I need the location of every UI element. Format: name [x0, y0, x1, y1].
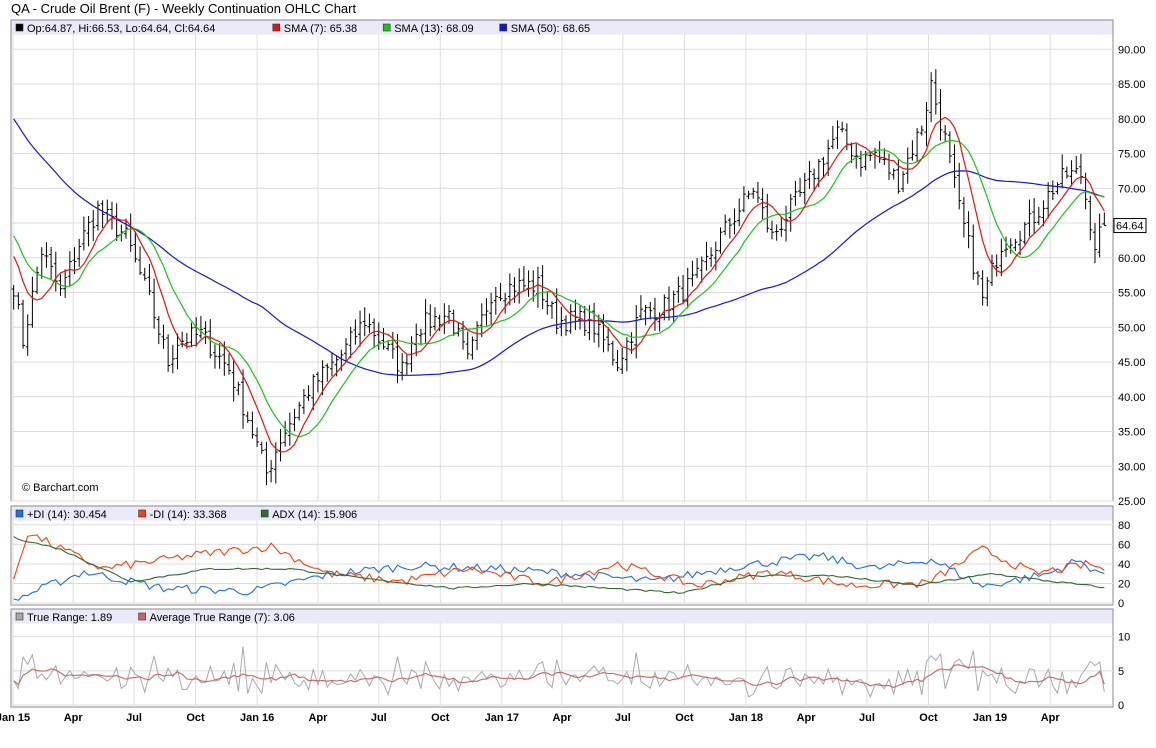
y-tick-label: 30.00 [1118, 461, 1146, 473]
y-tick-label: 20 [1118, 578, 1130, 590]
y-tick-label: 45.00 [1118, 357, 1146, 369]
x-tick-label: Jul [126, 712, 142, 724]
x-tick-label: Oct [675, 712, 694, 724]
y-tick-label: 10 [1118, 632, 1130, 644]
dmi-legend-text: ADX (14): 15.906 [272, 509, 357, 521]
dmi-legend-swatch [138, 509, 146, 518]
y-tick-label: 40.00 [1118, 392, 1146, 404]
y-tick-label: 35.00 [1118, 427, 1146, 439]
x-tick-label: Jan 18 [729, 712, 763, 724]
x-tick-label: Apr [797, 712, 817, 724]
x-tick-label: Apr [1041, 712, 1061, 724]
tr-legend-text: Average True Range (7): 3.06 [150, 612, 295, 624]
x-tick-label: Jan 15 [0, 712, 30, 724]
dmi-legend-swatch [15, 509, 24, 518]
x-tick-label: Jul [371, 712, 387, 724]
y-tick-label: 70.00 [1118, 183, 1146, 195]
last-price-label: 64.64 [1116, 221, 1144, 233]
price-legend-text: Op:64.87, Hi:66.53, Lo:64.64, Cl:64.64 [27, 23, 215, 35]
price-legend-swatch [382, 23, 391, 32]
price-legend-text: SMA (13): 68.09 [394, 23, 474, 35]
y-tick-label: 0 [1118, 700, 1124, 712]
x-tick-label: Oct [919, 712, 938, 724]
x-tick-label: Oct [186, 712, 205, 724]
dmi-legend-swatch [260, 509, 269, 518]
x-tick-label: Jan 17 [485, 712, 519, 724]
tr-legend-swatch [138, 612, 146, 621]
sma50-line [13, 118, 1105, 376]
y-tick-label: 50.00 [1118, 322, 1146, 334]
y-tick-label: 60.00 [1118, 253, 1146, 265]
tr-legend-text: True Range: 1.89 [27, 612, 112, 624]
plus-di-line [13, 552, 1105, 601]
price-panel-legend-bar [11, 20, 1113, 35]
x-tick-label: Jul [615, 712, 631, 724]
y-tick-label: 75.00 [1118, 149, 1146, 161]
x-tick-label: Jan 19 [973, 712, 1007, 724]
x-tick-label: Apr [308, 712, 328, 724]
price-legend-swatch [499, 23, 508, 32]
dmi-legend-text: -DI (14): 33.368 [150, 509, 227, 521]
x-tick-label: Jul [859, 712, 875, 724]
y-tick-label: 25.00 [1118, 496, 1146, 508]
price-legend-swatch [15, 23, 24, 32]
copyright-label: © Barchart.com [22, 482, 99, 494]
dmi-legend-text: +DI (14): 30.454 [27, 509, 107, 521]
y-tick-label: 5 [1118, 666, 1124, 678]
y-tick-label: 55.00 [1118, 288, 1146, 300]
x-tick-label: Apr [553, 712, 573, 724]
dmi-panel-legend-bar [11, 506, 1113, 521]
x-tick-label: Oct [431, 712, 450, 724]
tr-panel-legend-bar [11, 609, 1113, 624]
y-tick-label: 40 [1118, 559, 1130, 571]
chart-title: QA - Crude Oil Brent (F) - Weekly Contin… [11, 1, 357, 16]
tr-legend-swatch [15, 612, 24, 621]
y-tick-label: 90.00 [1118, 44, 1146, 56]
y-tick-label: 0 [1118, 598, 1124, 610]
y-tick-label: 80 [1118, 520, 1130, 532]
price-legend-text: SMA (50): 68.65 [511, 23, 591, 35]
y-tick-label: 85.00 [1118, 79, 1146, 91]
sma7-line [13, 116, 1105, 453]
last-price-box [1113, 218, 1147, 234]
x-tick-label: Jan 16 [240, 712, 274, 724]
atr-line [13, 664, 1105, 689]
true-range-line [13, 646, 1105, 699]
adx-line [13, 536, 1105, 594]
y-tick-label: 60 [1118, 539, 1130, 551]
minus-di-line [13, 534, 1105, 589]
price-legend-text: SMA (7): 65.38 [284, 23, 357, 35]
y-tick-label: 80.00 [1118, 114, 1146, 126]
x-tick-label: Apr [64, 712, 84, 724]
price-legend-swatch [272, 23, 281, 32]
